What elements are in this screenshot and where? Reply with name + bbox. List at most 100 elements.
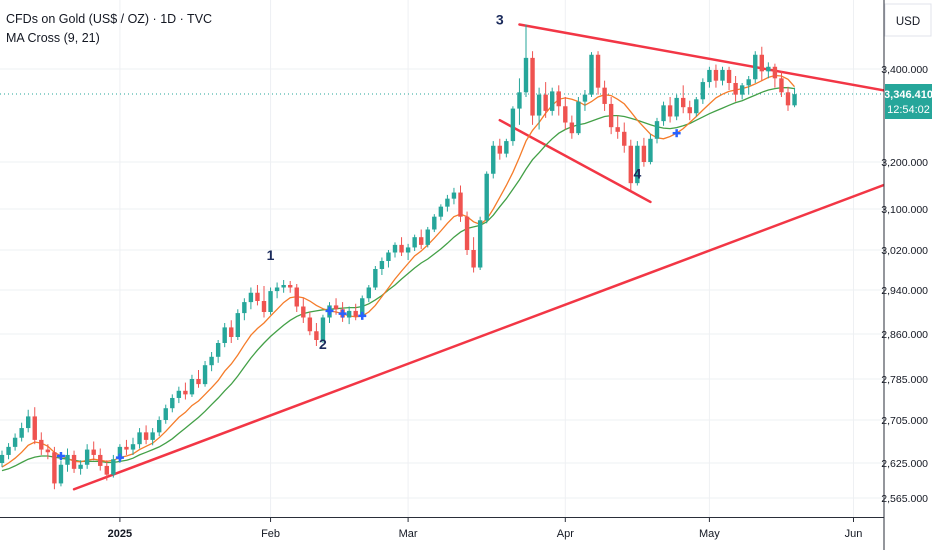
- ma-cross-marker: [115, 453, 124, 462]
- candle: [667, 96, 673, 123]
- candle-body: [536, 94, 542, 116]
- candle-body: [12, 437, 18, 447]
- candle: [484, 171, 489, 224]
- candle-body: [523, 57, 529, 93]
- candle-body: [622, 131, 627, 146]
- candle: [550, 87, 555, 116]
- candle: [510, 106, 516, 146]
- candle: [143, 425, 149, 445]
- candle: [576, 96, 581, 136]
- candle: [530, 51, 535, 125]
- candle-body: [281, 285, 286, 288]
- candle: [399, 237, 404, 256]
- candle: [661, 101, 666, 126]
- ma-cross-markers: [56, 129, 681, 462]
- time-tick-label: Feb: [261, 528, 280, 540]
- candle: [694, 96, 699, 117]
- candle-body: [477, 220, 483, 268]
- price-tick-label: 3,020.000: [881, 245, 928, 257]
- candle-body: [517, 92, 522, 109]
- candles: [0, 24, 797, 490]
- wave-label-4: 4: [633, 165, 641, 181]
- time-tick-label: Jun: [845, 528, 863, 540]
- candle-body: [366, 287, 371, 299]
- candle-body: [746, 79, 751, 86]
- candle-body: [39, 439, 44, 450]
- candle-body: [91, 449, 96, 455]
- candle-body: [681, 97, 686, 108]
- candle-body: [353, 310, 358, 317]
- candle-body: [58, 464, 64, 484]
- candle-body: [392, 244, 398, 253]
- candle-body: [117, 446, 123, 460]
- candle-body: [222, 327, 227, 343]
- candle-body: [792, 94, 797, 106]
- candle: [615, 115, 620, 139]
- candle-body: [189, 379, 195, 395]
- candle-body: [694, 99, 699, 114]
- candle-body: [648, 138, 653, 162]
- candle-body: [333, 305, 339, 310]
- candle-body: [379, 261, 385, 269]
- time-tick-label: 2025: [108, 528, 132, 540]
- candle: [196, 370, 201, 388]
- candle-body: [471, 250, 476, 268]
- candle: [215, 340, 221, 363]
- candle: [779, 71, 784, 97]
- candle: [792, 87, 797, 108]
- price-tick-label: 2,625.000: [881, 458, 928, 470]
- candle: [189, 374, 195, 397]
- candle-body: [438, 206, 444, 217]
- candle: [602, 80, 607, 111]
- ma-cross-marker: [358, 311, 367, 320]
- candle-body: [6, 446, 11, 455]
- candle: [497, 138, 502, 160]
- candle: [91, 441, 96, 461]
- candle-body: [71, 454, 77, 469]
- candle-body: [785, 92, 791, 106]
- candle: [674, 94, 679, 121]
- candle-body: [65, 454, 70, 465]
- candle: [71, 450, 77, 473]
- candle: [255, 285, 260, 306]
- candle: [419, 229, 424, 249]
- candle: [307, 312, 313, 336]
- price-tick-label: 3,100.000: [881, 204, 928, 216]
- candle-body: [176, 390, 182, 398]
- candle-body: [641, 145, 647, 162]
- candle: [432, 214, 437, 233]
- candle: [6, 443, 11, 460]
- candle: [222, 323, 227, 348]
- candle-body: [563, 106, 568, 123]
- candle: [772, 63, 778, 88]
- currency-box[interactable]: [884, 3, 932, 37]
- candle-body: [183, 390, 188, 395]
- candle: [373, 266, 378, 290]
- ma-cross-marker: [672, 129, 681, 138]
- ma-fast-line: [1, 74, 795, 468]
- candle-body: [582, 94, 588, 102]
- candle-body: [242, 302, 247, 314]
- candle-body: [202, 365, 208, 385]
- candle-body: [294, 287, 299, 307]
- candle-body: [759, 54, 764, 72]
- candle-body: [615, 127, 620, 132]
- candle-body: [628, 145, 633, 184]
- candle: [451, 187, 457, 205]
- trendline: [518, 23, 932, 101]
- candle: [19, 422, 24, 442]
- candle: [405, 243, 411, 260]
- candle-body: [163, 408, 168, 420]
- candle-body: [720, 69, 725, 81]
- candle: [229, 320, 234, 343]
- candle-body: [45, 449, 51, 453]
- candle: [314, 323, 319, 346]
- candle-body: [700, 82, 706, 100]
- candle-body: [248, 292, 254, 303]
- candle-body: [255, 292, 260, 301]
- indicator-title[interactable]: MA Cross (9, 21): [6, 31, 100, 45]
- candle: [739, 82, 745, 100]
- candle-body: [654, 121, 660, 139]
- symbol-title[interactable]: CFDs on Gold (US$ / OZ) · 1D · TVC: [6, 12, 213, 26]
